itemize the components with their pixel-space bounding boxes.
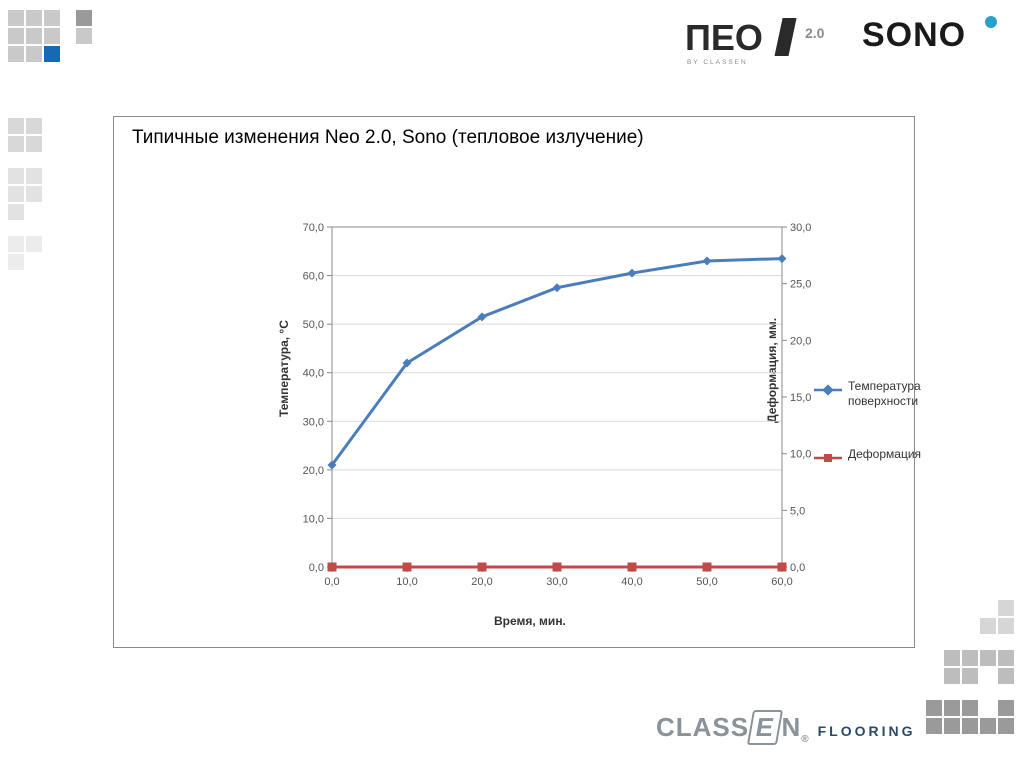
- decor-square: [8, 118, 24, 134]
- svg-text:ПЕO: ПЕO: [685, 17, 763, 58]
- decor-square: [8, 28, 24, 44]
- decor-square: [962, 650, 978, 666]
- legend-label: Температура поверхности: [848, 379, 924, 409]
- decor-square: [998, 718, 1014, 734]
- svg-text:SONO: SONO: [862, 16, 966, 54]
- decor-square: [8, 254, 24, 270]
- svg-text:20,0: 20,0: [303, 465, 324, 477]
- decor-square: [44, 46, 60, 62]
- svg-text:70,0: 70,0: [303, 222, 324, 234]
- svg-text:50,0: 50,0: [303, 319, 324, 331]
- svg-text:20,0: 20,0: [471, 576, 492, 588]
- decor-square: [8, 46, 24, 62]
- decor-square: [980, 618, 996, 634]
- chart-title: Типичные изменения Neo 2.0, Sono (теплов…: [132, 127, 644, 149]
- svg-text:0,0: 0,0: [790, 562, 805, 574]
- decor-square: [980, 718, 996, 734]
- decor-square: [926, 718, 942, 734]
- decor-square: [26, 46, 42, 62]
- decor-square: [944, 650, 960, 666]
- decor-square: [26, 10, 42, 26]
- legend-marker-diamond-icon: [814, 384, 842, 396]
- decor-square: [944, 718, 960, 734]
- svg-text:10,0: 10,0: [396, 576, 417, 588]
- decor-square: [944, 668, 960, 684]
- svg-text:30,0: 30,0: [790, 222, 811, 234]
- decor-square: [76, 10, 92, 26]
- decor-square: [962, 668, 978, 684]
- decor-square: [26, 136, 42, 152]
- decor-square: [8, 168, 24, 184]
- decor-square: [26, 168, 42, 184]
- decor-square: [944, 700, 960, 716]
- legend-label: Деформация: [848, 447, 921, 462]
- svg-text:40,0: 40,0: [621, 576, 642, 588]
- svg-text:15,0: 15,0: [790, 392, 811, 404]
- legend-item: Температура поверхности: [814, 379, 924, 409]
- decor-square: [8, 136, 24, 152]
- decor-square: [26, 186, 42, 202]
- neo-logo: ПЕO 2.0 BY CLASSEN: [685, 16, 845, 68]
- decor-square: [998, 668, 1014, 684]
- decor-square: [8, 10, 24, 26]
- decor-square: [998, 618, 1014, 634]
- svg-text:2.0: 2.0: [805, 25, 825, 41]
- svg-text:5,0: 5,0: [790, 505, 805, 517]
- decor-square: [962, 700, 978, 716]
- svg-text:50,0: 50,0: [696, 576, 717, 588]
- svg-text:10,0: 10,0: [790, 449, 811, 461]
- svg-text:60,0: 60,0: [303, 271, 324, 283]
- svg-text:10,0: 10,0: [303, 513, 324, 525]
- decor-square: [76, 28, 92, 44]
- legend-marker-square-icon: [814, 452, 842, 464]
- decor-square: [980, 650, 996, 666]
- chart-panel: Типичные изменения Neo 2.0, Sono (теплов…: [113, 116, 915, 648]
- sono-logo: SONO: [862, 14, 1002, 58]
- svg-text:60,0: 60,0: [771, 576, 792, 588]
- svg-text:30,0: 30,0: [546, 576, 567, 588]
- svg-text:0,0: 0,0: [324, 576, 339, 588]
- decor-square: [26, 28, 42, 44]
- decor-square: [26, 118, 42, 134]
- legend-item: Деформация: [814, 447, 924, 462]
- chart-legend: Температура поверхности Деформация: [814, 379, 924, 500]
- decor-square: [8, 236, 24, 252]
- svg-text:25,0: 25,0: [790, 279, 811, 291]
- chart-plot: 0,0 10,0 20,0 30,0 40,0 50,0 60,0 70,0 0,0 5,0 10,…: [264, 207, 904, 627]
- decor-square: [926, 700, 942, 716]
- decor-square: [8, 186, 24, 202]
- decor-square: [998, 650, 1014, 666]
- svg-text:20,0: 20,0: [790, 335, 811, 347]
- svg-text:BY CLASSEN: BY CLASSEN: [687, 59, 748, 66]
- decor-square: [26, 236, 42, 252]
- decor-square: [962, 718, 978, 734]
- decor-square: [44, 10, 60, 26]
- decor-square: [8, 204, 24, 220]
- decor-square: [44, 28, 60, 44]
- decor-square: [998, 700, 1014, 716]
- svg-text:40,0: 40,0: [303, 368, 324, 380]
- svg-text:30,0: 30,0: [303, 416, 324, 428]
- decor-square: [998, 600, 1014, 616]
- svg-text:0,0: 0,0: [309, 562, 324, 574]
- classen-logo: CLASSEN®FLOORING: [656, 710, 916, 750]
